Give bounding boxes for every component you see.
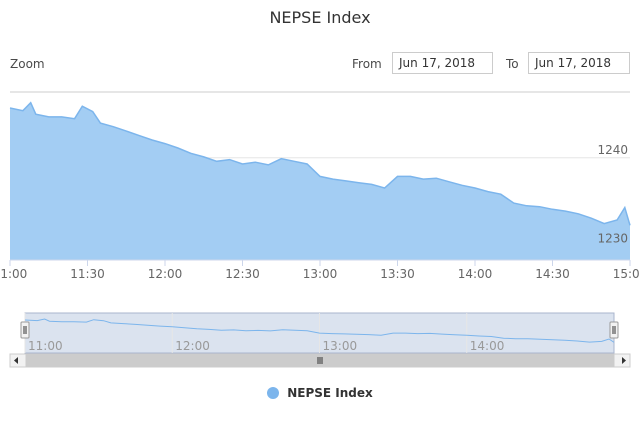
- x-tick-label: 15:00: [613, 267, 640, 281]
- scroll-right-arrow-icon[interactable]: [622, 357, 626, 364]
- navigator-tick-label: 14:00: [470, 339, 505, 353]
- x-tick-label: 13:30: [380, 267, 415, 281]
- navigator-series-line: [24, 318, 615, 343]
- x-tick-label: 14:00: [458, 267, 493, 281]
- y-tick-label: 1230: [597, 232, 628, 246]
- y-tick-label: 1240: [597, 143, 628, 157]
- x-tick-label: 12:30: [225, 267, 260, 281]
- series-line: [9, 101, 631, 226]
- x-tick-label: 11:30: [70, 267, 105, 281]
- x-tick-label: 11:00: [0, 267, 27, 281]
- handle-body: [609, 321, 619, 339]
- from-label: From: [352, 57, 382, 71]
- scroll-left-arrow-icon[interactable]: [14, 357, 18, 364]
- x-tick-label: 13:00: [303, 267, 338, 281]
- from-date-input[interactable]: Jun 17, 2018: [392, 52, 493, 74]
- scrollbar[interactable]: [9, 353, 631, 368]
- to-date-input[interactable]: Jun 17, 2018: [528, 52, 630, 74]
- navigator-tick-label: 12:00: [175, 339, 210, 353]
- chart-canvas: 1230 1240 11:00 11:30 12:00 12:30 13:00 13:30 14…: [0, 91, 640, 368]
- navigator-left-handle[interactable]: [20, 321, 30, 339]
- legend-marker-icon: [267, 387, 280, 399]
- series-area: [10, 102, 630, 260]
- zoom-label: Zoom: [10, 57, 45, 71]
- legend-item[interactable]: NEPSE Index: [0, 386, 640, 400]
- navigator-tick-label: 11:00: [28, 339, 63, 353]
- navigator-right-handle[interactable]: [609, 321, 619, 339]
- x-tick-label: 14:30: [535, 267, 570, 281]
- navigator-tick-label: 13:00: [323, 339, 358, 353]
- legend-label: NEPSE Index: [287, 386, 373, 400]
- handle-body: [20, 321, 30, 339]
- x-tick-label: 12:00: [148, 267, 183, 281]
- to-label: To: [506, 57, 519, 71]
- chart-title: NEPSE Index: [269, 8, 371, 27]
